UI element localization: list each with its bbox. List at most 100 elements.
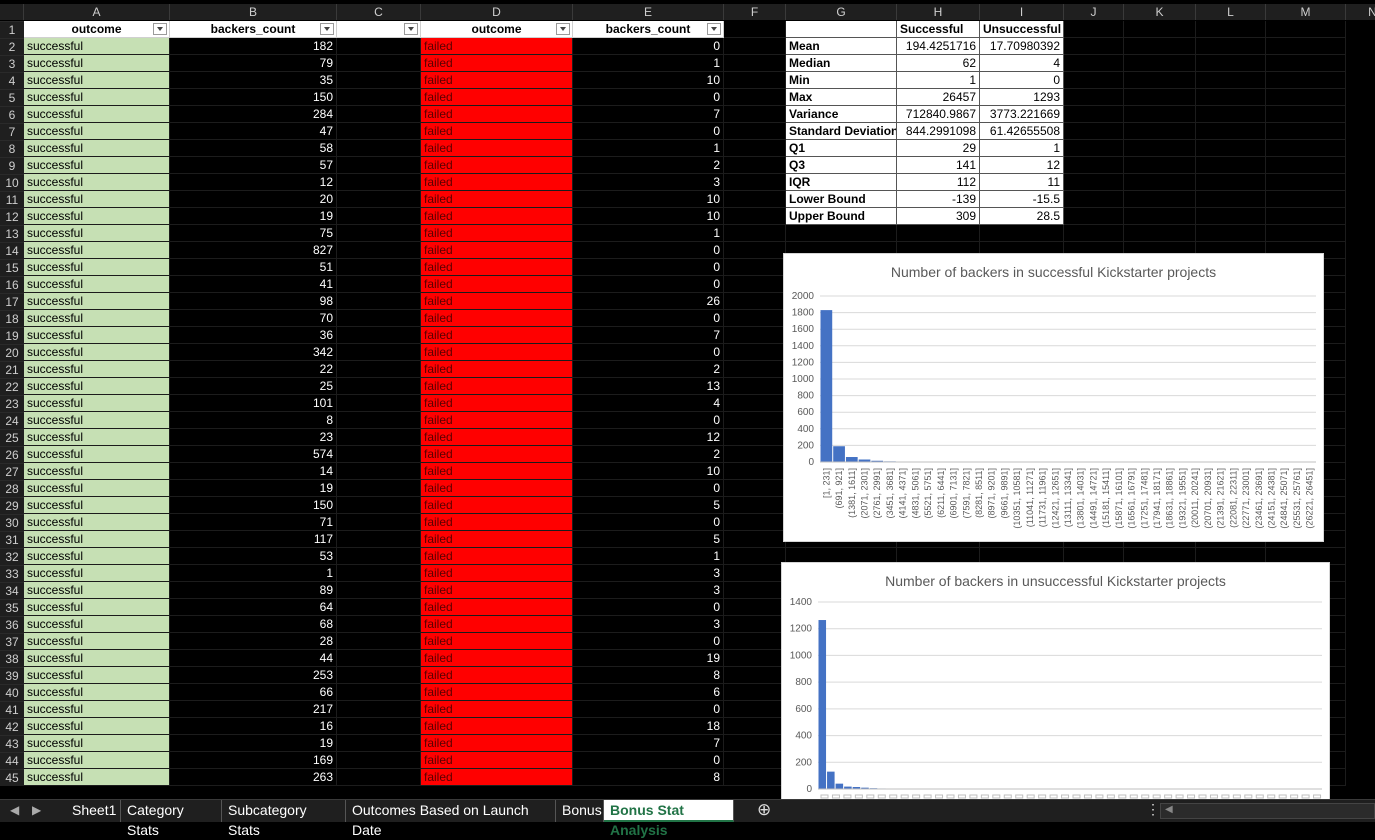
cell[interactable] [1124,157,1196,174]
cell[interactable] [724,361,786,378]
tab-scroll-left-icon[interactable]: ◀ [10,803,19,817]
cell[interactable] [1266,191,1346,208]
stat-label[interactable]: Q1 [786,140,897,157]
cell[interactable] [337,157,421,174]
cell-backers-count[interactable]: 57 [170,157,337,174]
row-header[interactable]: 41 [0,701,24,718]
row-header[interactable]: 17 [0,293,24,310]
row-header[interactable]: 7 [0,123,24,140]
cell-outcome-successful[interactable]: successful [24,225,170,242]
column-header[interactable]: D [421,4,573,20]
row-header[interactable]: 4 [0,72,24,89]
cell[interactable] [724,701,786,718]
cell-backers-count[interactable]: 7 [573,735,724,752]
cell[interactable] [337,616,421,633]
stat-label[interactable]: Max [786,89,897,106]
cell-backers-count[interactable]: 574 [170,446,337,463]
row-header[interactable]: 6 [0,106,24,123]
cell-outcome-failed[interactable]: failed [421,106,573,123]
cell-backers-count[interactable]: 58 [170,140,337,157]
cell-backers-count[interactable]: 25 [170,378,337,395]
cell[interactable] [724,667,786,684]
row-header[interactable]: 39 [0,667,24,684]
cell-backers-count[interactable]: 217 [170,701,337,718]
cell-outcome-failed[interactable]: failed [421,480,573,497]
cell[interactable] [1266,89,1346,106]
cell-outcome-failed[interactable]: failed [421,174,573,191]
row-header[interactable]: 8 [0,140,24,157]
cell-outcome-failed[interactable]: failed [421,327,573,344]
cell[interactable] [724,514,786,531]
column-header[interactable]: I [980,4,1064,20]
cell-backers-count[interactable]: 19 [170,480,337,497]
cell[interactable] [724,548,786,565]
column-header[interactable]: C [337,4,421,20]
cell[interactable] [1266,225,1346,242]
cell[interactable] [1124,38,1196,55]
cell[interactable] [1064,208,1124,225]
cell-backers-count[interactable]: 23 [170,429,337,446]
cell[interactable] [337,446,421,463]
cell-outcome-successful[interactable]: successful [24,242,170,259]
row-header[interactable]: 25 [0,429,24,446]
row-header[interactable]: 38 [0,650,24,667]
cell-backers-count[interactable]: 1 [573,225,724,242]
cell[interactable] [1124,21,1196,38]
row-header[interactable]: 15 [0,259,24,276]
cell[interactable] [724,378,786,395]
cell-outcome-failed[interactable]: failed [421,191,573,208]
cell-backers-count[interactable]: 41 [170,276,337,293]
cell[interactable] [1196,208,1266,225]
cell-outcome-successful[interactable]: successful [24,463,170,480]
chart-successful-backers[interactable]: Number of backers in successful Kickstar… [783,253,1324,542]
cell-outcome-failed[interactable]: failed [421,123,573,140]
cell-outcome-failed[interactable]: failed [421,344,573,361]
cell[interactable] [724,293,786,310]
cell-outcome-failed[interactable]: failed [421,531,573,548]
cell-backers-count[interactable]: 16 [170,718,337,735]
cell[interactable] [724,480,786,497]
filter-dropdown-icon[interactable] [707,23,721,35]
row-header[interactable]: 24 [0,412,24,429]
cell-backers-count[interactable]: 51 [170,259,337,276]
cell[interactable] [1124,140,1196,157]
cell-outcome-failed[interactable]: failed [421,89,573,106]
cell-backers-count[interactable]: 44 [170,650,337,667]
sheet-tab[interactable]: Bonus Stat Analysis [604,800,734,822]
cell[interactable] [1124,89,1196,106]
cell-backers-count[interactable]: 10 [573,191,724,208]
cell-outcome-successful[interactable]: successful [24,667,170,684]
stat-value-unsuccessful[interactable]: -15.5 [980,191,1064,208]
filter-dropdown-icon[interactable] [404,23,418,35]
bar[interactable] [836,784,844,789]
cell-outcome-successful[interactable]: successful [24,752,170,769]
stat-value-unsuccessful[interactable]: 61.42655508 [980,123,1064,140]
bar[interactable] [827,772,835,789]
cell-outcome-failed[interactable]: failed [421,735,573,752]
cell-outcome-successful[interactable]: successful [24,446,170,463]
cell[interactable] [337,174,421,191]
cell[interactable] [337,429,421,446]
row-header[interactable]: 40 [0,684,24,701]
stat-value-successful[interactable]: 26457 [897,89,980,106]
cell[interactable] [337,514,421,531]
cell-outcome-successful[interactable]: successful [24,548,170,565]
cell[interactable] [724,752,786,769]
cell[interactable] [337,701,421,718]
cell-backers-count[interactable]: 3 [573,174,724,191]
cell-backers-count[interactable]: 3 [573,616,724,633]
cell[interactable] [337,344,421,361]
cell-backers-count[interactable]: 10 [573,463,724,480]
cell-outcome-successful[interactable]: successful [24,72,170,89]
cell-backers-count[interactable]: 26 [573,293,724,310]
cell[interactable] [724,429,786,446]
cell-backers-count[interactable]: 5 [573,531,724,548]
filter-dropdown-icon[interactable] [556,23,570,35]
cell-backers-count[interactable]: 0 [573,276,724,293]
column-header[interactable]: M [1266,4,1346,20]
cell-outcome-failed[interactable]: failed [421,565,573,582]
cell-outcome-failed[interactable]: failed [421,140,573,157]
cell[interactable] [337,752,421,769]
cell-backers-count[interactable]: 19 [170,208,337,225]
cell-backers-count[interactable]: 66 [170,684,337,701]
